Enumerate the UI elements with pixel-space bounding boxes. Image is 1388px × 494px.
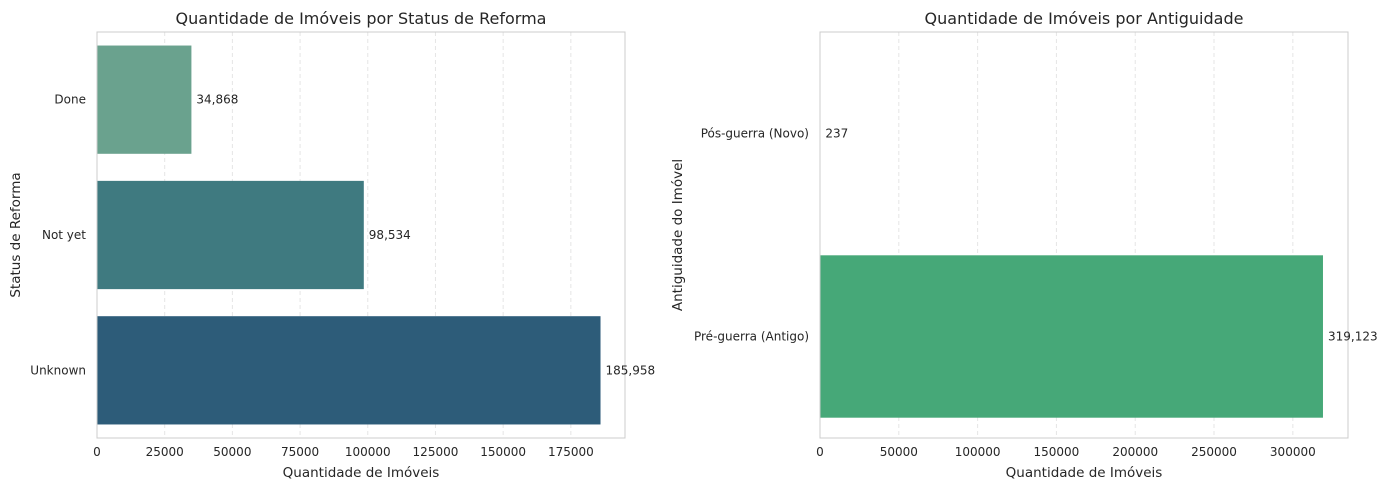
bar-value-label: 237: [825, 127, 848, 141]
bar-value-label: 98,534: [369, 228, 411, 242]
y-tick-label: Unknown: [30, 363, 86, 377]
y-axis-label: Antiguidade do Imóvel: [670, 159, 686, 311]
x-tick-label: 100000: [955, 445, 1001, 459]
bar: [97, 181, 364, 289]
y-axis-label: Status de Reforma: [8, 172, 24, 297]
x-tick-label: 125000: [413, 445, 459, 459]
chart-title: Quantidade de Imóveis por Status de Refo…: [176, 9, 547, 28]
bar-value-label: 34,868: [196, 93, 238, 107]
bars: [820, 52, 1323, 417]
x-tick-label: 75000: [281, 445, 319, 459]
y-tick-label: Pré-guerra (Antigo): [694, 330, 809, 344]
x-tick-labels: 0 50000 100000 150000 200000 250000 300000: [816, 445, 1316, 459]
y-tick-labels: Done Not yet Unknown: [30, 93, 86, 378]
x-tick-label: 200000: [1112, 445, 1158, 459]
bar: [97, 46, 191, 154]
property-age-chart: Quantidade de Imóveis por Antiguidade 0 5…: [670, 9, 1378, 481]
x-tick-label: 300000: [1270, 445, 1316, 459]
bar-value-label: 185,958: [606, 363, 656, 377]
chart-title: Quantidade de Imóveis por Antiguidade: [925, 9, 1244, 28]
y-tick-label: Not yet: [42, 228, 86, 242]
x-axis-label: Quantidade de Imóveis: [1006, 465, 1163, 481]
bar-value-label: 319,123: [1328, 330, 1378, 344]
x-tick-label: 150000: [1034, 445, 1080, 459]
x-tick-label: 0: [816, 445, 824, 459]
x-tick-label: 25000: [146, 445, 184, 459]
renovation-status-chart: Quantidade de Imóveis por Status de Refo…: [8, 9, 655, 481]
bar: [97, 316, 601, 424]
x-axis-label: Quantidade de Imóveis: [283, 465, 440, 481]
y-tick-labels: Pós-guerra (Novo) Pré-guerra (Antigo): [694, 127, 809, 344]
x-tick-label: 150000: [480, 445, 526, 459]
x-tick-label: 175000: [548, 445, 594, 459]
bars: [97, 46, 601, 425]
x-tick-label: 50000: [880, 445, 918, 459]
y-tick-label: Pós-guerra (Novo): [701, 127, 809, 141]
bar: [820, 255, 1323, 417]
x-tick-label: 100000: [345, 445, 391, 459]
x-tick-label: 50000: [213, 445, 251, 459]
y-tick-label: Done: [54, 93, 86, 107]
x-tick-labels: 0 25000 50000 75000 100000 125000 150000 175000: [93, 445, 594, 459]
x-tick-label: 0: [93, 445, 101, 459]
x-tick-label: 250000: [1191, 445, 1237, 459]
